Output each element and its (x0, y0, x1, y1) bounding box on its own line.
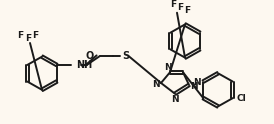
Text: N: N (190, 82, 198, 91)
Text: N: N (171, 95, 179, 104)
Text: NH: NH (76, 60, 92, 70)
Text: F: F (25, 34, 31, 43)
Text: N: N (152, 80, 160, 89)
Text: O: O (85, 51, 93, 61)
Text: F: F (184, 6, 190, 15)
Text: F: F (177, 3, 183, 12)
Text: F: F (32, 31, 38, 40)
Text: S: S (122, 51, 129, 61)
Text: F: F (17, 31, 23, 40)
Text: Cl: Cl (237, 94, 247, 103)
Text: F: F (170, 0, 176, 9)
Text: N: N (164, 63, 172, 72)
Text: N: N (193, 78, 201, 87)
